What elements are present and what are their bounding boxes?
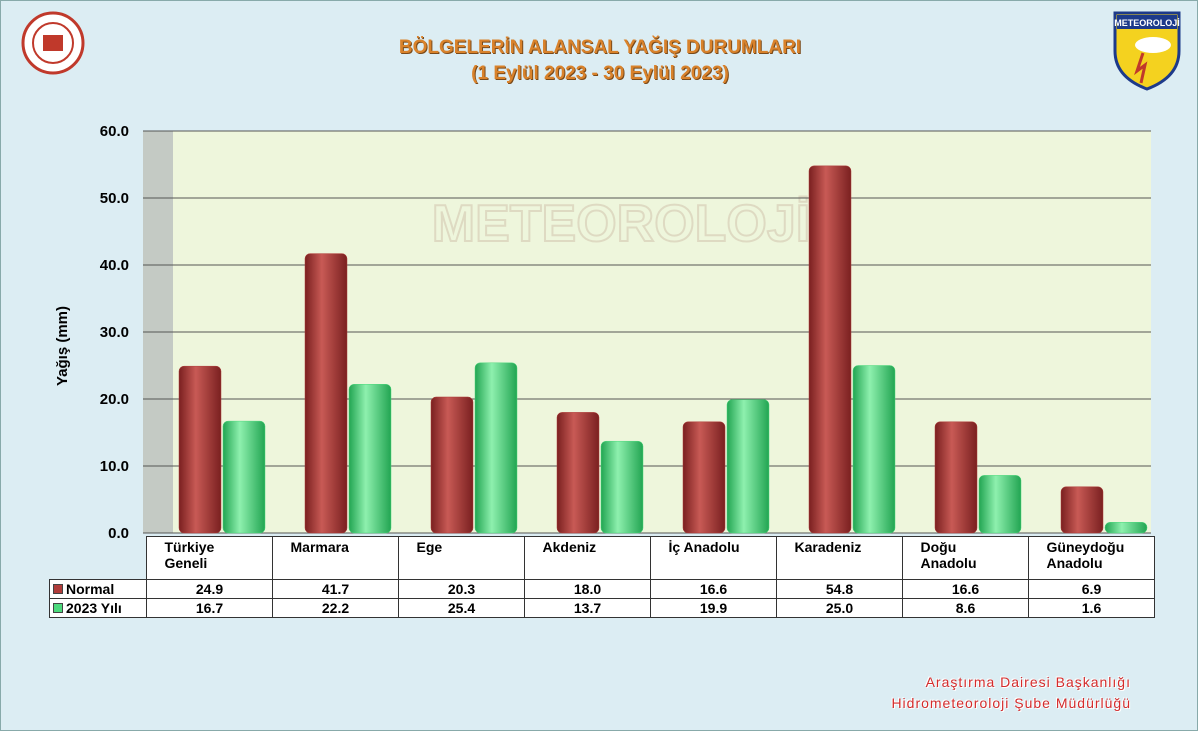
data-label: 54.8 [776, 579, 903, 599]
bar [808, 165, 852, 534]
data-label: 18.0 [524, 579, 651, 599]
table-cell: Karadeniz [776, 536, 903, 580]
data-label: 16.7 [146, 598, 273, 618]
bar [222, 420, 266, 534]
data-label: 25.0 [776, 598, 903, 618]
bar [304, 253, 348, 534]
bar [726, 399, 770, 534]
x-tick-label: Akdeniz [542, 539, 597, 555]
table-cell: Doğu Anadolu [902, 536, 1029, 580]
x-tick-label: Türkiye Geneli [164, 539, 215, 571]
data-label: 24.9 [146, 579, 273, 599]
y-tick-label: 50.0 [100, 190, 129, 207]
data-label: 16.6 [650, 579, 777, 599]
y-tick-label: 10.0 [100, 458, 129, 475]
bar [430, 396, 474, 534]
table-row: 2023 Yılı 16.7 22.2 25.4 13.7 19.9 25.0 8.6 1.6 [49, 598, 1155, 618]
bar [556, 412, 600, 534]
chart-subtitle: (1 Eylül 2023 - 30 Eylül 2023) [471, 63, 729, 84]
watermark: METEOROLOJİ [432, 195, 810, 253]
bar [1104, 522, 1148, 534]
bar [1060, 486, 1104, 534]
data-label: 13.7 [524, 598, 651, 618]
table-cell: İç Anadolu [650, 536, 777, 580]
bar [852, 365, 896, 534]
bar [348, 384, 392, 534]
y-tick-label: 30.0 [100, 324, 129, 341]
data-label: 22.2 [272, 598, 399, 618]
chart-title: BÖLGELERİN ALANSAL YAĞIŞ DURUMLARI [398, 37, 802, 58]
x-tick-label: İç Anadolu [668, 539, 740, 555]
x-tick-label: Ege [416, 539, 443, 555]
table-cell: Akdeniz [524, 536, 651, 580]
table-cell: Güneydoğu Anadolu [1028, 536, 1155, 580]
y-tick-label: 40.0 [100, 257, 129, 274]
data-label: 6.9 [1028, 579, 1155, 599]
x-tick-label: Marmara [290, 539, 349, 555]
legend-swatch [53, 584, 63, 594]
legend-label: 2023 Yılı [66, 600, 122, 616]
data-label: 1.6 [1028, 598, 1155, 618]
data-label: 19.9 [650, 598, 777, 618]
data-table: Türkiye Geneli Marmara Ege Akdeniz İç Anadol… [49, 536, 1155, 618]
bar [934, 421, 978, 534]
legend-cell: 2023 Yılı [49, 598, 147, 618]
x-tick-label: Güneydoğu Anadolu [1046, 539, 1125, 571]
footer-line: Araştırma Dairesi Başkanlığı [925, 674, 1131, 690]
bar [474, 362, 518, 534]
table-cell: Ege [398, 536, 525, 580]
table-corner [50, 537, 147, 580]
table-cell: Türkiye Geneli [146, 536, 273, 580]
legend-label: Normal [66, 581, 115, 597]
data-label: 25.4 [398, 598, 525, 618]
legend-swatch [53, 603, 63, 613]
y-tick-label: 60.0 [100, 123, 129, 140]
y-axis-label: Yağış (mm) [54, 306, 71, 386]
emblem-right: METEOROLOJİ [1113, 11, 1181, 91]
data-label: 16.6 [902, 579, 1029, 599]
data-label: 8.6 [902, 598, 1029, 618]
data-label: 41.7 [272, 579, 399, 599]
y-tick-label: 20.0 [100, 391, 129, 408]
table-cell: Marmara [272, 536, 399, 580]
plot: METEOROLOJİ Yağış (mm) 0.0 10.0 20.0 30.0 40… [54, 123, 1151, 541]
table-row: Türkiye Geneli Marmara Ege Akdeniz İç Anadol… [50, 536, 1155, 580]
bar [978, 475, 1022, 534]
y-tick-label: 0.0 [108, 525, 129, 541]
x-tick-label: Doğu Anadolu [920, 539, 977, 571]
x-tick-label: Karadeniz [794, 539, 862, 555]
table-row: Normal 24.9 41.7 20.3 18.0 16.6 54.8 16.6 6.9 [49, 579, 1155, 599]
bar [600, 440, 644, 534]
emblem-left [21, 11, 85, 75]
footer-line: Hidrometeoroloji Şube Müdürlüğü [891, 695, 1131, 711]
legend-cell: Normal [49, 579, 147, 599]
bar [682, 421, 726, 534]
logo-text: METEOROLOJİ [1114, 18, 1180, 28]
bar [178, 365, 222, 534]
data-label: 20.3 [398, 579, 525, 599]
